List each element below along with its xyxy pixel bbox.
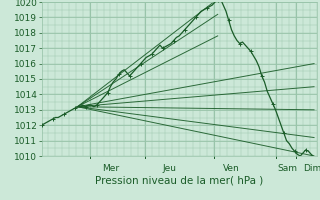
Text: Mer: Mer: [102, 164, 119, 173]
Text: Jeu: Jeu: [163, 164, 177, 173]
Text: Sam: Sam: [277, 164, 297, 173]
Text: Ven: Ven: [223, 164, 240, 173]
X-axis label: Pression niveau de la mer( hPa ): Pression niveau de la mer( hPa ): [95, 175, 263, 185]
Text: Dim: Dim: [303, 164, 320, 173]
